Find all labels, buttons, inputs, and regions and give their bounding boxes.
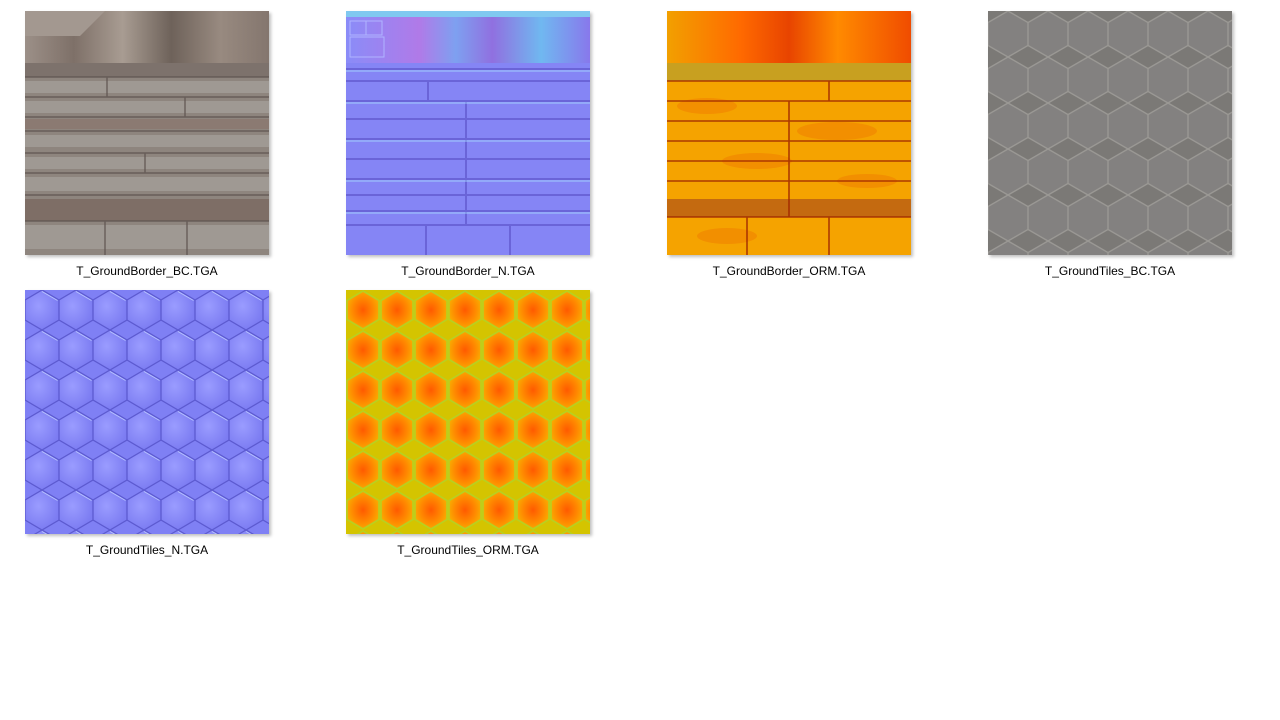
file-item[interactable]: T_GroundTiles_ORM.TGA: [346, 290, 591, 560]
file-name[interactable]: T_GroundBorder_ORM.TGA: [712, 264, 866, 278]
ground-tiles-orm-texture-icon[interactable]: [346, 290, 590, 534]
ground-border-normal-texture-icon[interactable]: [346, 11, 590, 255]
ground-border-orm-texture-icon[interactable]: [667, 11, 911, 255]
file-item[interactable]: T_GroundTiles_BC.TGA: [988, 11, 1233, 281]
ground-tiles-normal-texture-icon[interactable]: [25, 290, 269, 534]
file-item[interactable]: T_GroundBorder_BC.TGA: [25, 11, 270, 281]
file-item[interactable]: T_GroundBorder_N.TGA: [346, 11, 591, 281]
ground-tiles-basecolor-texture-icon[interactable]: [988, 11, 1232, 255]
file-item[interactable]: T_GroundBorder_ORM.TGA: [667, 11, 912, 281]
file-name[interactable]: T_GroundTiles_BC.TGA: [1044, 264, 1176, 278]
file-name[interactable]: T_GroundBorder_N.TGA: [401, 264, 535, 278]
file-name[interactable]: T_GroundTiles_N.TGA: [85, 543, 209, 557]
file-item[interactable]: T_GroundTiles_N.TGA: [25, 290, 270, 560]
file-name[interactable]: T_GroundBorder_BC.TGA: [76, 264, 218, 278]
ground-border-basecolor-texture-icon[interactable]: [25, 11, 269, 255]
file-name[interactable]: T_GroundTiles_ORM.TGA: [397, 543, 539, 557]
